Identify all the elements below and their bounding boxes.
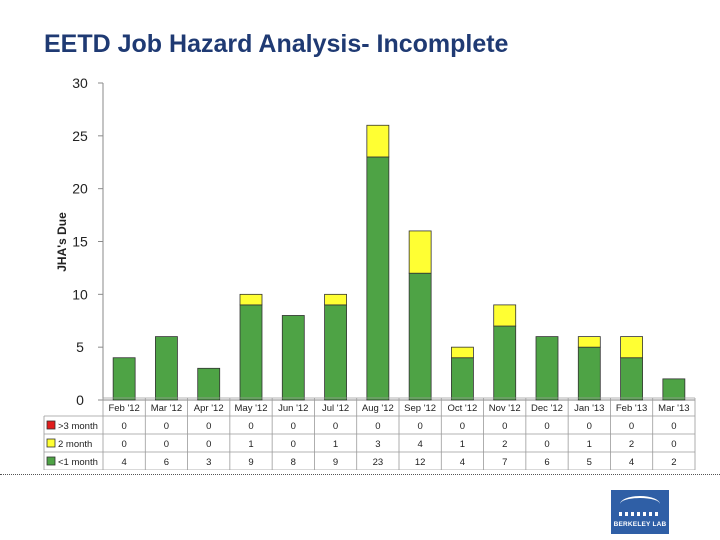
bar-segment	[662, 378, 686, 401]
bar-segment	[577, 336, 601, 348]
table-value: 4	[417, 439, 422, 450]
bar-segment	[451, 357, 474, 401]
table-value: 1	[333, 439, 338, 450]
y-tick-label: 0	[76, 392, 84, 408]
x-tick-label: Jan '13	[574, 403, 604, 414]
bar-segment	[620, 357, 643, 401]
legend-swatch	[46, 456, 56, 466]
table-value: 1	[587, 439, 592, 450]
table-value: 0	[671, 439, 676, 450]
table-value: 23	[373, 457, 384, 468]
footer-divider	[0, 474, 720, 475]
table-value: 4	[121, 457, 126, 468]
table-value: 9	[248, 457, 253, 468]
table-value: 7	[502, 457, 507, 468]
table-value: 1	[460, 439, 465, 450]
x-tick-label: Jul '12	[322, 403, 349, 414]
table-value: 0	[121, 439, 126, 450]
table-value: 8	[291, 457, 296, 468]
table-value: 4	[629, 457, 634, 468]
table-value: 3	[375, 439, 380, 450]
bar-segment	[366, 156, 390, 401]
table-value: 9	[333, 457, 338, 468]
y-tick-label: 25	[72, 128, 88, 144]
bar-segment	[493, 325, 517, 401]
logo-text: BERKELEY LAB	[613, 521, 667, 528]
legend-entry: >3 month	[58, 421, 98, 432]
table-value: 0	[544, 421, 549, 432]
table-value: 5	[587, 457, 592, 468]
table-value: 6	[544, 457, 549, 468]
legend-entry: 2 month	[58, 439, 92, 450]
bar-segment	[620, 336, 643, 359]
table-value: 4	[460, 457, 465, 468]
x-tick-label: Jun '12	[278, 403, 308, 414]
table-value: 3	[206, 457, 211, 468]
table-value: 0	[248, 421, 253, 432]
y-tick-label: 10	[72, 286, 88, 302]
table-value: 2	[502, 439, 507, 450]
bar-segment	[324, 304, 347, 401]
bar-segment	[535, 336, 559, 401]
table-value: 0	[164, 439, 169, 450]
table-value: 0	[544, 439, 549, 450]
bar-segment	[577, 346, 601, 401]
bar-segment	[366, 124, 390, 158]
chart-title: EETD Job Hazard Analysis- Incomplete	[44, 30, 509, 58]
table-value: 0	[587, 421, 592, 432]
berkeley-lab-logo: BERKELEY LAB	[611, 490, 669, 534]
bar-segment	[197, 367, 221, 401]
x-tick-label: Mar '12	[151, 403, 182, 414]
x-tick-label: Sep '12	[404, 403, 436, 414]
x-tick-label: Feb '13	[616, 403, 647, 414]
table-value: 0	[121, 421, 126, 432]
bar-segment	[239, 304, 263, 401]
legend-swatch	[46, 438, 56, 448]
logo-dots-icon	[619, 512, 661, 516]
logo-arc-icon	[620, 496, 660, 512]
table-value: 0	[417, 421, 422, 432]
table-value: 0	[206, 421, 211, 432]
x-tick-label: Apr '12	[194, 403, 224, 414]
table-value: 2	[671, 457, 676, 468]
x-tick-label: Nov '12	[489, 403, 521, 414]
y-tick-label: 20	[72, 181, 88, 197]
bar-segment	[155, 336, 178, 401]
bar-segment	[112, 357, 136, 401]
table-value: 0	[291, 439, 296, 450]
x-tick-label: May '12	[235, 403, 268, 414]
table-value: 12	[415, 457, 426, 468]
bar-segment	[408, 272, 432, 401]
table-value: 0	[460, 421, 465, 432]
bar-segment	[493, 304, 517, 327]
legend-swatch	[46, 420, 56, 430]
table-value: 6	[164, 457, 169, 468]
bar-segment	[451, 346, 474, 359]
table-value: 0	[502, 421, 507, 432]
table-value: 0	[375, 421, 380, 432]
x-tick-label: Mar '13	[658, 403, 689, 414]
table-value: 1	[248, 439, 253, 450]
table-value: 0	[333, 421, 338, 432]
y-tick-label: 15	[72, 234, 88, 250]
y-axis-label: JHA's Due	[55, 212, 69, 272]
table-value: 0	[291, 421, 296, 432]
y-tick-label: 5	[76, 339, 84, 355]
bar-segment	[281, 315, 305, 401]
x-tick-label: Oct '12	[448, 403, 478, 414]
table-value: 2	[629, 439, 634, 450]
bar-segment	[408, 230, 432, 274]
x-tick-label: Aug '12	[362, 403, 394, 414]
bar-segment	[239, 293, 263, 306]
bar-segment	[324, 293, 347, 306]
table-value: 0	[671, 421, 676, 432]
table-value: 0	[164, 421, 169, 432]
table-value: 0	[629, 421, 634, 432]
legend-entry: <1 month	[58, 457, 98, 468]
x-tick-label: Dec '12	[531, 403, 563, 414]
table-value: 0	[206, 439, 211, 450]
x-tick-label: Feb '12	[108, 403, 139, 414]
y-tick-label: 30	[72, 75, 88, 91]
